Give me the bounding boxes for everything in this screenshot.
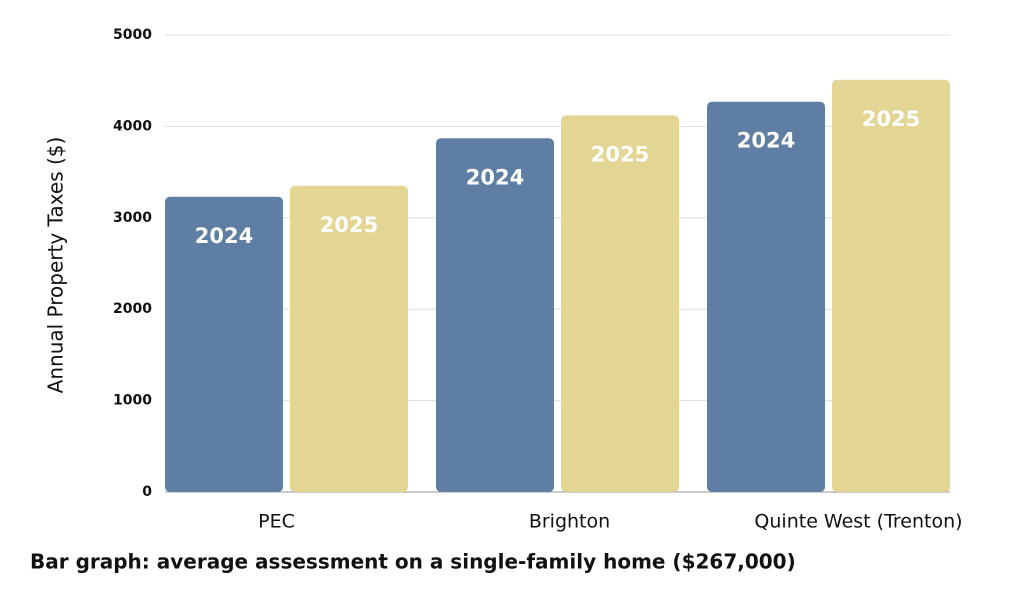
bar-series-label: 2025 [591,142,649,166]
bar [436,138,554,493]
x-tick-label: PEC [258,511,295,533]
bar [290,185,408,492]
bar-series-label: 2024 [466,165,524,189]
caption: Bar graph: average assessment on a singl… [30,550,796,574]
bar [561,115,679,492]
y-tick-label: 2000 [113,301,152,317]
y-tick-label: 0 [142,484,152,500]
bar-series-label: 2025 [862,107,920,131]
y-tick-label: 3000 [113,210,152,226]
y-axis-label: Annual Property Taxes ($) [44,137,68,394]
bar [707,101,825,493]
bar-series-label: 2024 [195,224,253,248]
bar [832,79,950,492]
y-tick-label: 4000 [113,118,152,134]
bar [165,196,283,492]
x-tick-label: Quinte West (Trenton) [754,511,962,533]
bar-series-label: 2025 [320,213,378,237]
x-tick-label: Brighton [529,511,610,533]
y-tick-label: 5000 [113,27,152,43]
bar-series-label: 2024 [737,129,795,153]
y-tick-label: 1000 [113,393,152,409]
